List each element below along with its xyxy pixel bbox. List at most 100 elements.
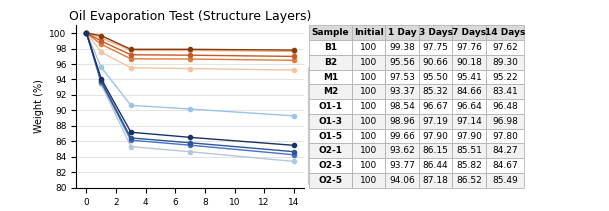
- FancyBboxPatch shape: [309, 129, 352, 143]
- Text: 84.27: 84.27: [492, 146, 518, 155]
- M2: [186, 150, 194, 153]
- Text: 84.66: 84.66: [456, 87, 482, 96]
- FancyBboxPatch shape: [486, 129, 524, 143]
- FancyBboxPatch shape: [486, 25, 524, 40]
- FancyBboxPatch shape: [385, 25, 419, 40]
- O2-5: [127, 131, 135, 134]
- Text: 3 Days: 3 Days: [418, 28, 452, 37]
- Text: 97.80: 97.80: [492, 132, 518, 141]
- Text: 98.96: 98.96: [389, 117, 415, 126]
- FancyBboxPatch shape: [352, 129, 385, 143]
- FancyBboxPatch shape: [385, 99, 419, 114]
- Text: 93.37: 93.37: [389, 87, 415, 96]
- Y-axis label: Weight (%): Weight (%): [33, 80, 44, 134]
- Text: 96.64: 96.64: [456, 102, 482, 111]
- O1-5: [83, 32, 90, 34]
- FancyBboxPatch shape: [419, 55, 452, 70]
- Text: 85.51: 85.51: [456, 146, 482, 155]
- FancyBboxPatch shape: [352, 114, 385, 129]
- Text: 95.22: 95.22: [492, 73, 518, 81]
- O2-5: [290, 144, 297, 147]
- Text: 100: 100: [360, 73, 377, 81]
- FancyBboxPatch shape: [419, 84, 452, 99]
- Text: 96.48: 96.48: [492, 102, 518, 111]
- FancyBboxPatch shape: [352, 173, 385, 188]
- Line: O1-5: O1-5: [85, 31, 296, 52]
- O2-3: [83, 32, 90, 34]
- O2-5: [97, 78, 105, 80]
- FancyBboxPatch shape: [309, 99, 352, 114]
- O2-1: [83, 32, 90, 34]
- O1-3: [127, 54, 135, 56]
- M2: [127, 145, 135, 148]
- FancyBboxPatch shape: [452, 55, 486, 70]
- Text: 86.52: 86.52: [456, 176, 482, 185]
- FancyBboxPatch shape: [419, 143, 452, 158]
- M2: [97, 83, 105, 86]
- FancyBboxPatch shape: [486, 70, 524, 84]
- FancyBboxPatch shape: [419, 158, 452, 173]
- Text: M1: M1: [323, 73, 338, 81]
- Text: 96.67: 96.67: [423, 102, 449, 111]
- M1: [127, 67, 135, 69]
- Line: O2-5: O2-5: [85, 31, 296, 147]
- FancyBboxPatch shape: [352, 143, 385, 158]
- Text: 95.56: 95.56: [389, 58, 415, 67]
- B2: [97, 66, 105, 69]
- O2-3: [290, 150, 297, 153]
- Text: 84.67: 84.67: [492, 161, 518, 170]
- FancyBboxPatch shape: [452, 84, 486, 99]
- Line: O1-3: O1-3: [85, 31, 296, 58]
- Text: 100: 100: [360, 43, 377, 52]
- Text: 90.18: 90.18: [456, 58, 482, 67]
- FancyBboxPatch shape: [309, 114, 352, 129]
- O2-3: [97, 80, 105, 83]
- FancyBboxPatch shape: [452, 40, 486, 55]
- B1: [83, 32, 90, 34]
- M1: [290, 69, 297, 71]
- FancyBboxPatch shape: [452, 158, 486, 173]
- B1: [186, 49, 194, 52]
- Line: O2-1: O2-1: [85, 31, 296, 157]
- O1-3: [97, 40, 105, 42]
- FancyBboxPatch shape: [352, 70, 385, 84]
- FancyBboxPatch shape: [309, 25, 352, 40]
- B1: [97, 37, 105, 39]
- B2: [127, 104, 135, 107]
- Text: 97.53: 97.53: [389, 73, 415, 81]
- O1-1: [83, 32, 90, 34]
- Legend: B1, B2, M1, M2, O1-1, O1-3, O1-5, O2-1, O2-3, O2-5: B1, B2, M1, M2, O1-1, O1-3, O1-5, O2-1, …: [308, 67, 351, 184]
- Text: 94.06: 94.06: [389, 176, 415, 185]
- Text: 99.38: 99.38: [389, 43, 415, 52]
- Line: B1: B1: [85, 31, 296, 54]
- Text: 96.98: 96.98: [492, 117, 518, 126]
- Text: 97.75: 97.75: [423, 43, 449, 52]
- Text: 98.54: 98.54: [389, 102, 415, 111]
- FancyBboxPatch shape: [452, 173, 486, 188]
- Text: 97.14: 97.14: [456, 117, 482, 126]
- FancyBboxPatch shape: [452, 99, 486, 114]
- FancyBboxPatch shape: [419, 99, 452, 114]
- Text: 100: 100: [360, 146, 377, 155]
- Text: 93.62: 93.62: [389, 146, 415, 155]
- FancyBboxPatch shape: [352, 158, 385, 173]
- FancyBboxPatch shape: [419, 25, 452, 40]
- FancyBboxPatch shape: [452, 114, 486, 129]
- FancyBboxPatch shape: [486, 143, 524, 158]
- Text: 97.90: 97.90: [423, 132, 449, 141]
- Text: 100: 100: [360, 132, 377, 141]
- Text: 86.44: 86.44: [423, 161, 448, 170]
- FancyBboxPatch shape: [486, 158, 524, 173]
- O1-1: [186, 58, 194, 60]
- FancyBboxPatch shape: [385, 173, 419, 188]
- FancyBboxPatch shape: [452, 25, 486, 40]
- FancyBboxPatch shape: [452, 129, 486, 143]
- FancyBboxPatch shape: [419, 114, 452, 129]
- O1-5: [97, 34, 105, 37]
- O1-5: [127, 48, 135, 51]
- Text: 100: 100: [360, 161, 377, 170]
- FancyBboxPatch shape: [419, 70, 452, 84]
- Text: 85.32: 85.32: [423, 87, 448, 96]
- Text: 97.19: 97.19: [423, 117, 449, 126]
- O2-1: [127, 139, 135, 141]
